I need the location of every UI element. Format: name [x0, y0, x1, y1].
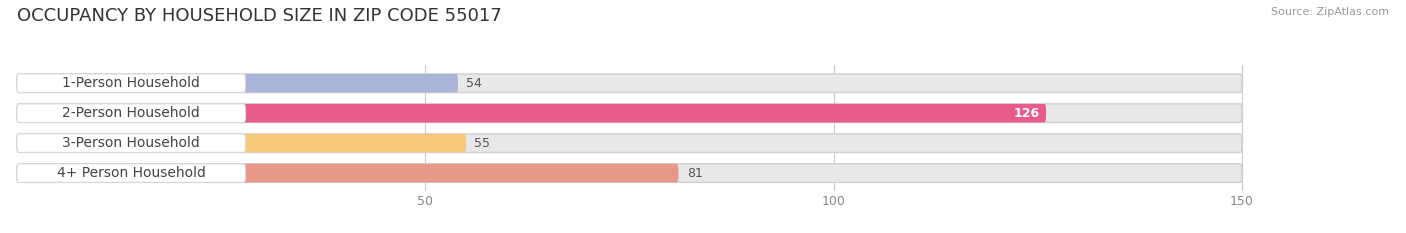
FancyBboxPatch shape: [17, 74, 1241, 93]
Text: 81: 81: [686, 167, 703, 180]
Text: OCCUPANCY BY HOUSEHOLD SIZE IN ZIP CODE 55017: OCCUPANCY BY HOUSEHOLD SIZE IN ZIP CODE …: [17, 7, 502, 25]
FancyBboxPatch shape: [17, 164, 246, 182]
FancyBboxPatch shape: [17, 134, 246, 152]
FancyBboxPatch shape: [17, 134, 1241, 152]
FancyBboxPatch shape: [17, 164, 1241, 182]
FancyBboxPatch shape: [17, 74, 458, 93]
Text: 3-Person Household: 3-Person Household: [62, 136, 200, 150]
Text: 4+ Person Household: 4+ Person Household: [56, 166, 205, 180]
Text: Source: ZipAtlas.com: Source: ZipAtlas.com: [1271, 7, 1389, 17]
Text: 1-Person Household: 1-Person Household: [62, 76, 200, 90]
FancyBboxPatch shape: [17, 134, 467, 152]
Text: 55: 55: [474, 137, 491, 150]
Text: 126: 126: [1014, 107, 1039, 120]
Text: 2-Person Household: 2-Person Household: [62, 106, 200, 120]
FancyBboxPatch shape: [17, 104, 1241, 123]
FancyBboxPatch shape: [17, 74, 246, 93]
Text: 54: 54: [467, 77, 482, 90]
FancyBboxPatch shape: [17, 104, 1046, 123]
FancyBboxPatch shape: [17, 164, 679, 182]
FancyBboxPatch shape: [17, 104, 246, 123]
